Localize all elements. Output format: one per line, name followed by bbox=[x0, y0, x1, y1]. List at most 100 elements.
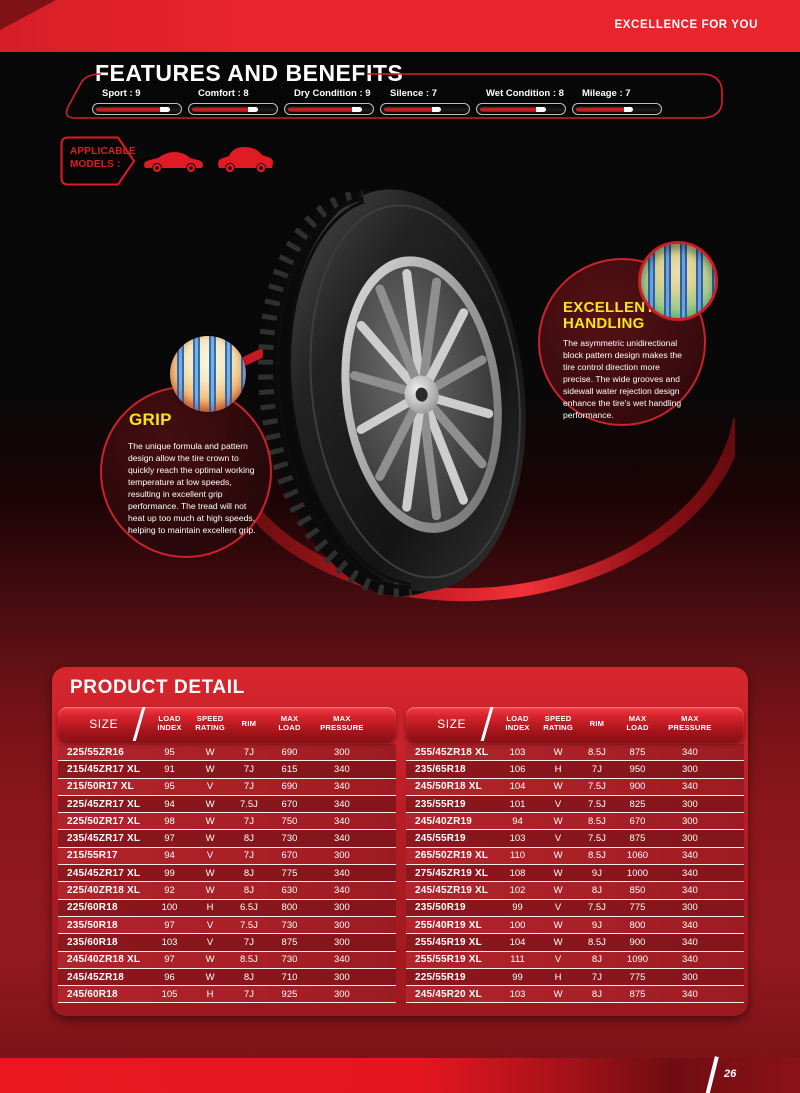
cell-size: 255/45ZR18 XL bbox=[415, 746, 489, 758]
product-detail-panel: PRODUCT DETAIL SIZE LOAD INDEX SPEED RATING R… bbox=[52, 667, 748, 1016]
rating-fill-tip bbox=[247, 106, 258, 112]
column-header: MAX PRESSURE bbox=[320, 714, 364, 732]
cell-value: 875 bbox=[629, 746, 646, 758]
cell-value: W bbox=[553, 919, 563, 931]
column-header: MAX LOAD bbox=[626, 714, 649, 732]
table-row: 235/60R18 103 V 7J 875 300 bbox=[58, 934, 396, 952]
cell-value: W bbox=[205, 954, 215, 966]
cell-size: 245/45ZR17 XL bbox=[67, 867, 141, 879]
cell-value: W bbox=[205, 798, 215, 810]
rating-label: Comfort : 8 bbox=[198, 88, 249, 99]
table-row: 235/55R19 101 V 7.5J 825 300 bbox=[406, 795, 744, 814]
cell-value: 7J bbox=[243, 763, 254, 775]
cell-value: 875 bbox=[629, 833, 646, 845]
cell-value: 300 bbox=[333, 936, 350, 948]
rating-fill-tip bbox=[159, 106, 170, 112]
spec-table-right: SIZE LOAD INDEX SPEED RATING RIM MAX LOAD MAX PRE… bbox=[406, 707, 744, 1004]
cell-value: 7J bbox=[243, 988, 254, 1000]
rating-label: Silence : 7 bbox=[390, 88, 437, 99]
cell-value: 750 bbox=[281, 815, 298, 827]
cell-value: 7J bbox=[591, 763, 602, 775]
cell-value: 94 bbox=[512, 815, 523, 827]
grip-body: The unique formula and pattern design al… bbox=[128, 441, 256, 535]
cell-value: 875 bbox=[629, 988, 646, 1000]
cell-value: 340 bbox=[681, 850, 698, 862]
rating-wet-condition: Wet Condition : 8 bbox=[476, 88, 566, 115]
cell-value: 101 bbox=[509, 798, 526, 810]
cell-value: 340 bbox=[681, 781, 698, 793]
table-row: 245/50R18 XL 104 W 7.5J 900 340 bbox=[406, 778, 744, 796]
cell-value: 100 bbox=[161, 902, 178, 914]
cell-value: 670 bbox=[281, 798, 298, 810]
cell-value: 103 bbox=[509, 833, 526, 845]
cell-value: 300 bbox=[333, 971, 350, 983]
cell-size: 235/45ZR17 XL bbox=[67, 833, 141, 845]
column-header: LOAD INDEX bbox=[157, 714, 182, 732]
cell-value: 8.5J bbox=[587, 746, 606, 758]
features-outline-shape bbox=[65, 73, 723, 119]
cell-value: 9J bbox=[591, 919, 602, 931]
cell-value: 340 bbox=[681, 954, 698, 966]
cell-value: 900 bbox=[629, 936, 646, 948]
cell-value: 710 bbox=[281, 971, 298, 983]
cell-value: 7J bbox=[243, 936, 254, 948]
table-row: 245/45ZR17 XL 99 W 8J 775 340 bbox=[58, 865, 396, 883]
table-row: 215/45ZR17 XL 91 W 7J 615 340 bbox=[58, 761, 396, 779]
rating-fill bbox=[384, 106, 432, 112]
rating-silence: Silence : 7 bbox=[380, 88, 470, 115]
rating-mileage: Mileage : 7 bbox=[572, 88, 662, 115]
cell-value: 105 bbox=[161, 988, 178, 1000]
cell-value: 8J bbox=[591, 954, 602, 966]
cell-value: 7J bbox=[243, 815, 254, 827]
cell-size: 225/50ZR17 XL bbox=[67, 815, 141, 827]
cell-size: 245/45ZR19 XL bbox=[415, 885, 489, 897]
cell-value: W bbox=[553, 746, 563, 758]
cell-value: 775 bbox=[629, 971, 646, 983]
cell-value: 103 bbox=[509, 988, 526, 1000]
cell-value: 100 bbox=[509, 919, 526, 931]
rating-bars: Sport : 9 Comfort : 8 Dry Condition : 9 Sil… bbox=[92, 88, 664, 115]
cell-value: 800 bbox=[629, 919, 646, 931]
cell-value: 950 bbox=[629, 763, 646, 775]
table-row: 235/50R18 97 V 7.5J 730 300 bbox=[58, 916, 396, 935]
column-header: SPEED RATING bbox=[195, 714, 225, 732]
cell-size: 245/60R18 bbox=[67, 988, 118, 1000]
cell-size: 215/45ZR17 XL bbox=[67, 763, 141, 775]
rating-sport: Sport : 9 bbox=[92, 88, 182, 115]
cell-value: 6.5J bbox=[239, 902, 258, 914]
cell-value: 103 bbox=[509, 746, 526, 758]
rating-fill bbox=[192, 106, 248, 112]
rating-bar-track bbox=[92, 103, 182, 115]
cell-value: 615 bbox=[281, 763, 298, 775]
cell-value: 99 bbox=[512, 971, 523, 983]
rating-label: Wet Condition : 8 bbox=[486, 88, 564, 99]
table-row: 225/50ZR17 XL 98 W 7J 750 340 bbox=[58, 813, 396, 831]
table-row: 225/55R19 99 H 7J 775 300 bbox=[406, 968, 744, 987]
cell-value: 8.5J bbox=[587, 936, 606, 948]
cell-value: 340 bbox=[333, 954, 350, 966]
cell-value: 96 bbox=[164, 971, 175, 983]
table-body: 255/45ZR18 XL 103 W 8.5J 875 340 235/65R18 106 H… bbox=[406, 744, 744, 1004]
cell-size: 245/55R19 bbox=[415, 833, 466, 845]
cell-value: 8.5J bbox=[239, 954, 258, 966]
cell-size: 245/45R20 XL bbox=[415, 988, 482, 1000]
table-row: 225/45ZR17 XL 94 W 7.5J 670 340 bbox=[58, 795, 396, 814]
table-row: 245/55R19 103 V 7.5J 875 300 bbox=[406, 830, 744, 848]
cell-value: 730 bbox=[281, 919, 298, 931]
cell-value: W bbox=[553, 988, 563, 1000]
cell-size: 235/60R18 bbox=[67, 936, 118, 948]
cell-value: W bbox=[553, 867, 563, 879]
cell-value: 850 bbox=[629, 885, 646, 897]
cell-value: 1000 bbox=[626, 867, 649, 879]
cell-value: V bbox=[554, 902, 562, 914]
cell-value: 340 bbox=[681, 936, 698, 948]
table-row: 215/55R17 94 V 7J 670 300 bbox=[58, 847, 396, 866]
table-header: SIZE LOAD INDEX SPEED RATING RIM MAX LOAD MAX PRE… bbox=[406, 707, 744, 741]
cell-value: V bbox=[554, 798, 562, 810]
cell-value: 300 bbox=[333, 850, 350, 862]
cell-value: 7.5J bbox=[239, 798, 258, 810]
column-header: RIM bbox=[589, 718, 605, 728]
cell-size: 225/60R18 bbox=[67, 902, 118, 914]
rating-fill-tip bbox=[431, 106, 442, 112]
table-row: 245/45ZR19 XL 102 W 8J 850 340 bbox=[406, 882, 744, 900]
